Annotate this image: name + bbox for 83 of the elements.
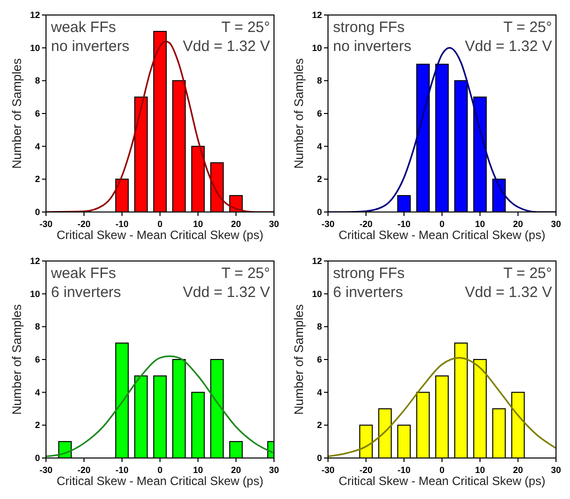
annotation: T = 25° [221,19,270,36]
y-tick-label: 4 [316,387,322,398]
y-tick-label: 0 [316,453,322,463]
x-tick-label: -10 [115,219,129,229]
annotation: T = 25° [503,265,552,282]
x-tick-label: -20 [77,219,91,229]
x-tick-label: -10 [115,465,129,475]
x-tick-label: 20 [512,465,524,475]
y-tick-label: 4 [316,141,322,152]
x-tick-label: 30 [550,465,562,475]
annotation: weak FFs [50,19,116,36]
x-tick-label: 0 [439,219,445,229]
y-tick-label: 6 [316,108,322,118]
y-tick-label: 12 [312,10,322,20]
annotation: Vdd = 1.32 V [182,38,270,55]
y-tick-label: 10 [312,288,322,299]
y-axis-title: Number of Samples [292,304,306,415]
y-tick-label: 4 [34,387,40,398]
x-tick-label: 10 [474,219,486,229]
y-tick-label: 0 [34,453,40,463]
x-tick-label: -30 [39,219,53,229]
y-tick-label: 2 [34,174,40,184]
x-tick-label: -10 [397,219,411,229]
x-axis-title: Critical Skew - Mean Critical Skew (ps) [56,228,264,242]
annotation: no inverters [51,38,130,55]
x-tick-label: -30 [39,465,53,475]
line-series [328,357,556,458]
x-axis-title: Critical Skew - Mean Critical Skew (ps) [338,474,546,488]
x-tick-label: 10 [192,465,204,475]
y-axis-title: Number of Samples [292,58,306,169]
x-tick-label: 0 [157,465,163,475]
y-tick-label: 2 [316,174,322,184]
y-tick-label: 2 [34,420,40,430]
y-tick-label: 6 [316,354,322,364]
y-tick-label: 8 [34,76,40,86]
annotation: strong FFs [333,19,405,36]
x-tick-label: -10 [397,465,411,475]
x-tick-label: 20 [230,465,242,475]
x-tick-label: -30 [321,219,335,229]
line-series [46,355,274,458]
x-tick-label: 30 [550,219,562,229]
y-tick-label: 10 [30,42,40,53]
y-axis-title: Number of Samples [10,58,24,169]
x-tick-label: 20 [512,219,524,229]
annotation: weak FFs [50,265,116,282]
x-tick-label: -20 [359,465,373,475]
x-tick-label: -20 [359,219,373,229]
y-tick-label: 4 [34,141,40,152]
x-axis-title: Critical Skew - Mean Critical Skew (ps) [338,228,546,242]
y-tick-label: 8 [34,322,40,332]
x-tick-label: 10 [474,465,486,475]
x-tick-label: 30 [268,219,280,229]
annotation: Vdd = 1.32 V [464,38,552,55]
annotation: no inverters [333,38,412,55]
y-tick-label: 12 [312,256,322,266]
annotation: T = 25° [503,19,552,36]
y-tick-label: 0 [34,207,40,217]
annotation: T = 25° [221,265,270,282]
annotation: Vdd = 1.32 V [182,284,270,301]
line-series [46,40,274,212]
annotation: 6 inverters [333,284,404,301]
x-tick-label: 0 [439,465,445,475]
y-tick-label: 8 [316,76,322,86]
annotation: Vdd = 1.32 V [464,284,552,301]
y-tick-label: 0 [316,207,322,217]
annotation: strong FFs [333,265,405,282]
annotation: 6 inverters [51,284,122,301]
y-axis-title: Number of Samples [10,304,24,415]
x-tick-label: -20 [77,465,91,475]
x-tick-label: 30 [268,465,280,475]
y-tick-label: 10 [30,288,40,299]
x-tick-label: 0 [157,219,163,229]
x-tick-label: 10 [192,219,204,229]
y-tick-label: 12 [30,256,40,266]
y-tick-label: 2 [316,420,322,430]
x-tick-label: -30 [321,465,335,475]
y-tick-label: 6 [34,354,40,364]
y-tick-label: 8 [316,322,322,332]
y-tick-label: 6 [34,108,40,118]
x-tick-label: 20 [230,219,242,229]
y-tick-label: 12 [30,10,40,20]
y-tick-label: 10 [312,42,322,53]
x-axis-title: Critical Skew - Mean Critical Skew (ps) [56,474,264,488]
